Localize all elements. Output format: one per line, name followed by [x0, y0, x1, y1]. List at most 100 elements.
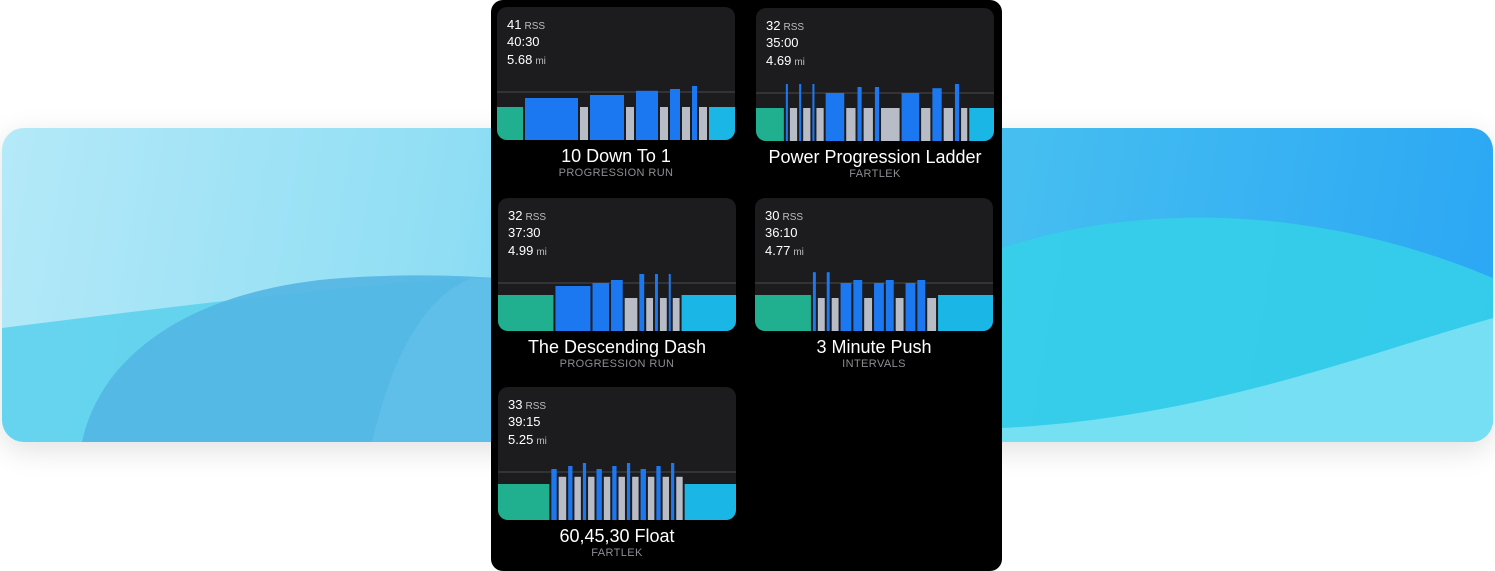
- recovery-segment: [624, 298, 638, 331]
- recovery-segment: [588, 476, 595, 520]
- rss-value: 30: [765, 208, 780, 223]
- distance-unit: mi: [536, 436, 547, 447]
- work-segment: [932, 88, 942, 141]
- cooldown-segment: [938, 295, 993, 331]
- distance-value: 4.99: [508, 243, 534, 258]
- rss-unit: RSS: [525, 212, 547, 223]
- duration-stat: 36:10: [765, 225, 798, 240]
- work-segment: [917, 280, 926, 331]
- workout-card-power-progression-ladder[interactable]: 32 RSS 35:00 4.69 mi Power Progression Lad…: [756, 8, 994, 180]
- distance-stat: 4.99 mi: [508, 243, 547, 260]
- recovery-segment: [927, 298, 937, 331]
- recovery-segment: [618, 476, 625, 520]
- work-segment: [954, 84, 960, 141]
- workout-summary-card[interactable]: 30 RSS 36:10 4.77 mi: [755, 198, 993, 331]
- workout-library-screen: 41 RSS 40:30 5.68 mi 10 Down To 1 PROGRESS…: [491, 0, 1002, 571]
- recovery-segment: [895, 298, 904, 331]
- workout-profile-chart: [756, 84, 994, 141]
- distance-value: 5.68: [507, 52, 533, 67]
- distance-unit: mi: [536, 247, 547, 258]
- recovery-segment: [817, 298, 825, 331]
- rss-stat: 41 RSS: [507, 17, 545, 34]
- work-segment: [582, 463, 587, 520]
- work-segment: [812, 272, 816, 331]
- work-segment: [692, 86, 697, 140]
- workout-title: 60,45,30 Float: [559, 526, 675, 546]
- workout-card-10-down-to-1[interactable]: 41 RSS 40:30 5.68 mi 10 Down To 1 PROGRESS…: [497, 7, 735, 179]
- work-segment: [853, 280, 863, 331]
- workout-profile-chart: [498, 463, 736, 520]
- recovery-segment: [864, 298, 873, 331]
- work-segment: [825, 93, 845, 141]
- work-segment: [551, 469, 557, 520]
- work-segment: [568, 466, 573, 520]
- work-segment: [857, 87, 862, 141]
- distance-value: 5.25: [508, 432, 534, 447]
- distance-value: 4.69: [766, 53, 792, 68]
- work-segment: [639, 274, 645, 331]
- workout-category: INTERVALS: [842, 358, 906, 370]
- recovery-segment: [682, 107, 690, 140]
- work-segment: [671, 463, 675, 520]
- work-segment: [826, 272, 830, 331]
- distance-unit: mi: [535, 56, 546, 67]
- recovery-segment: [603, 476, 611, 520]
- work-segment: [596, 469, 602, 520]
- cooldown-segment: [709, 107, 735, 140]
- cooldown-segment: [684, 484, 736, 520]
- cooldown-segment: [969, 108, 994, 141]
- recovery-segment: [789, 108, 798, 141]
- work-segment: [901, 93, 920, 141]
- warmup-segment: [498, 295, 554, 331]
- distance-unit: mi: [793, 247, 804, 258]
- work-segment: [670, 89, 680, 140]
- distance-stat: 5.68 mi: [507, 52, 546, 69]
- work-segment: [525, 98, 578, 140]
- work-segment: [555, 286, 591, 331]
- duration-stat: 39:15: [508, 414, 541, 429]
- work-segment: [874, 283, 884, 331]
- recovery-segment: [803, 108, 811, 141]
- rss-stat: 30 RSS: [765, 208, 803, 225]
- workout-category: FARTLEK: [591, 547, 643, 559]
- rss-unit: RSS: [783, 22, 805, 33]
- rss-unit: RSS: [525, 401, 547, 412]
- workout-card-the-descending-dash[interactable]: 32 RSS 37:30 4.99 mi The Descending Dash P…: [498, 198, 736, 370]
- recovery-segment: [863, 108, 873, 141]
- workout-summary-card[interactable]: 33 RSS 39:15 5.25 mi: [498, 387, 736, 520]
- workout-card-60-45-30-float[interactable]: 33 RSS 39:15 5.25 mi 60,45,30 Float FARTLE…: [498, 387, 736, 559]
- duration-stat: 35:00: [766, 35, 799, 50]
- workout-summary-card[interactable]: 32 RSS 37:30 4.99 mi: [498, 198, 736, 331]
- recovery-segment: [881, 108, 900, 141]
- recovery-segment: [647, 476, 655, 520]
- distance-stat: 4.69 mi: [766, 53, 805, 70]
- rss-stat: 33 RSS: [508, 397, 546, 414]
- workout-title: The Descending Dash: [527, 337, 707, 357]
- warmup-segment: [497, 107, 523, 140]
- work-segment: [668, 274, 671, 331]
- rss-value: 32: [766, 18, 781, 33]
- work-segment: [812, 84, 815, 141]
- work-segment: [611, 280, 623, 331]
- workout-profile-chart: [497, 86, 735, 140]
- rss-stat: 32 RSS: [766, 18, 804, 35]
- rss-unit: RSS: [782, 212, 804, 223]
- work-segment: [640, 469, 646, 520]
- work-segment: [905, 283, 916, 331]
- workout-summary-card[interactable]: 32 RSS 35:00 4.69 mi: [756, 8, 994, 141]
- wave-shapes: [2, 217, 1493, 442]
- workout-card-3-minute-push[interactable]: 30 RSS 36:10 4.77 mi 3 Minute Push INTERVA…: [755, 198, 993, 370]
- rss-value: 32: [508, 208, 523, 223]
- workout-summary-card[interactable]: 41 RSS 40:30 5.68 mi: [497, 7, 735, 140]
- recovery-segment: [626, 107, 634, 140]
- duration-stat: 40:30: [507, 34, 540, 49]
- workout-title: 10 Down To 1: [561, 146, 671, 166]
- recovery-segment: [943, 108, 953, 141]
- recovery-segment: [632, 476, 639, 520]
- work-segment: [799, 84, 802, 141]
- cooldown-segment: [681, 295, 736, 331]
- work-segment: [874, 87, 880, 141]
- recovery-segment: [659, 298, 667, 331]
- work-segment: [636, 90, 658, 140]
- recovery-segment: [699, 107, 707, 140]
